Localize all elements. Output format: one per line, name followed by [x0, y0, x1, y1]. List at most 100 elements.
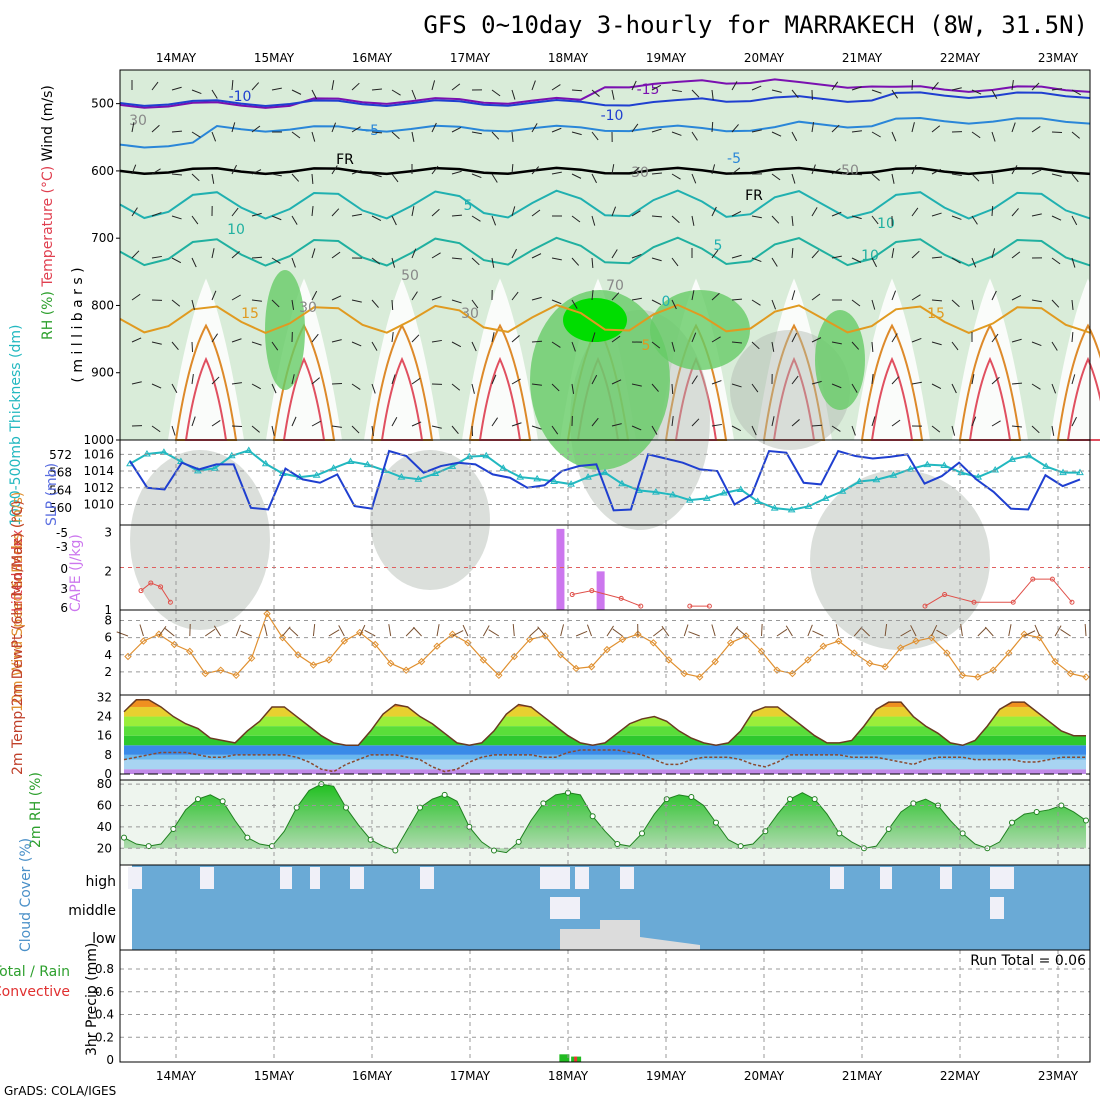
wind-barb [951, 87, 962, 91]
wind-speed-point [495, 671, 503, 680]
wind-barb [591, 215, 596, 226]
rh-ytick-40: 40 [97, 820, 112, 834]
wind-speed-point [417, 657, 426, 666]
wind-barb [611, 206, 617, 217]
wind-barb [631, 383, 642, 387]
wind-barb [451, 170, 462, 175]
wind-barb [151, 425, 161, 433]
wind-speed-point [819, 642, 828, 650]
wind-barb [651, 215, 663, 218]
wind-speed-point [464, 639, 472, 647]
wind-barb [691, 418, 700, 427]
thickness-line-point [804, 502, 813, 509]
wind-barb [512, 624, 515, 637]
wind-barb [761, 623, 763, 637]
wind-barb [991, 89, 998, 99]
li-point [687, 603, 693, 609]
wind-barb [851, 130, 862, 133]
rh-panel: 20 40 60 80 2m RH (%) [28, 772, 1090, 865]
wind-barb [311, 377, 320, 385]
wind-panel: 2 4 6 8 10m Wind Speed & Barbs (m/s) [10, 492, 1090, 712]
wind-barb [413, 626, 422, 637]
wind-barb [791, 375, 799, 385]
rh-point [121, 834, 127, 841]
isotherm-10 [119, 236, 1091, 267]
profile-ytick-600: 600 [91, 164, 114, 178]
wind-barb [391, 131, 400, 140]
wind-barb [291, 299, 295, 310]
wind-barb [371, 173, 382, 178]
wind-barb [1051, 425, 1055, 436]
wind-barb [451, 425, 459, 434]
wind-barb [751, 215, 762, 219]
rh-point [688, 793, 695, 800]
wind-barb [171, 257, 182, 264]
wind-barb [731, 254, 742, 259]
wind-barb [891, 173, 895, 184]
wind-barb [491, 374, 497, 385]
temp-ylabel: 2m Temp 2m DewPt (6hr Min/Max) (°C) [10, 500, 26, 775]
cloud-blob [130, 450, 270, 630]
contour-label: FR [745, 188, 763, 204]
thickness-line-point [787, 505, 796, 513]
li-point [167, 599, 173, 605]
wind-barb [1071, 299, 1074, 310]
wind-barb [411, 334, 420, 343]
wind-barb [971, 416, 977, 427]
wind-barb [991, 131, 996, 142]
wind-speed-point [603, 645, 611, 654]
wind-barb [171, 425, 176, 436]
rh-point [515, 838, 522, 845]
contour-label: -10 [601, 108, 624, 124]
wind-speed-point [835, 637, 843, 645]
isotherm--15 [119, 78, 1091, 109]
wind-barb [831, 383, 842, 389]
wind-barb [191, 299, 195, 310]
thickness-line-point [346, 457, 355, 465]
wind-barb [531, 425, 542, 430]
wind-barb [811, 164, 816, 175]
rh-point [614, 841, 621, 848]
wind-barb [991, 376, 1000, 385]
wind-barb [791, 173, 796, 184]
precip-conv-label: Convective [0, 984, 70, 1000]
wind-barb [391, 257, 396, 268]
wind-barb [911, 294, 921, 301]
thickness-line-point [1042, 462, 1050, 469]
wind-barb [471, 425, 474, 437]
wind-barb [631, 80, 637, 91]
wind-barb [711, 380, 722, 385]
li-ytick--5: -5 [56, 526, 68, 540]
wind-barb [811, 293, 821, 301]
wind-barb [1031, 169, 1042, 175]
top-date-21MAY: 21MAY [842, 51, 883, 65]
wind-barb [931, 212, 942, 217]
wind-barb [328, 629, 340, 637]
wind-barb [651, 341, 661, 349]
precip-panel: 0 0.2 0.4 0.6 0.8 Run Total = 0.06 Total / Rai… [0, 943, 1086, 1067]
isotherm-25-dome [282, 356, 326, 441]
wind-barb [851, 173, 863, 176]
thickness-line-point [567, 480, 575, 487]
wind-barb [611, 292, 620, 301]
low-cloud [560, 920, 700, 950]
temp-ytick-0: 0 [104, 767, 112, 781]
wind-barb [391, 215, 397, 226]
wind-barb [691, 332, 697, 343]
isotherm-25-dome [1066, 356, 1100, 441]
thickness-line-point [753, 497, 762, 504]
slp-line [129, 449, 1081, 512]
profile-ytick-900: 900 [91, 366, 114, 380]
wind-barb [711, 249, 719, 259]
wind-barb [571, 89, 583, 92]
wind-speed-point [881, 663, 889, 671]
wind-barb [731, 81, 738, 91]
wind-ytick-4: 4 [104, 648, 112, 662]
wind-barb [711, 164, 716, 175]
wind-barb [131, 207, 138, 217]
wind-barb [331, 425, 342, 428]
li-ytick-6: 6 [60, 601, 68, 615]
cape-bar [556, 528, 565, 610]
wind-barb [312, 624, 316, 637]
wind-barb [491, 332, 495, 343]
